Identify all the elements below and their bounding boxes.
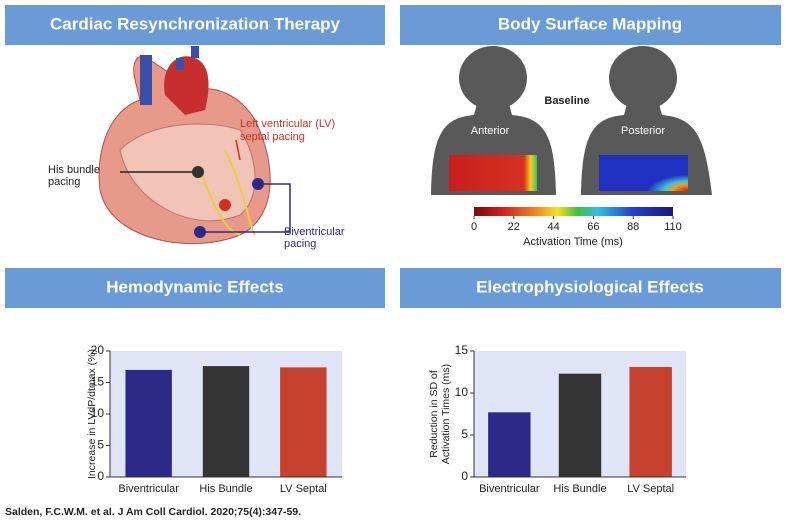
y-tick-label: 10 <box>455 385 469 399</box>
label: Baseline <box>544 95 589 107</box>
header-bar <box>5 5 385 45</box>
x-tick-label: LV Septal <box>280 483 327 495</box>
label: septal pacing <box>240 131 305 143</box>
y-tick-label: 20 <box>91 343 105 357</box>
x-tick-label: Biventricular <box>118 483 179 495</box>
colorbar-label: Activation Time (ms) <box>523 236 623 248</box>
leader <box>206 183 291 233</box>
header-title: Body Surface Mapping <box>498 14 682 33</box>
x-tick-label: His Bundle <box>553 483 606 495</box>
header-bar <box>400 5 781 45</box>
leader <box>235 139 241 161</box>
biv-lead <box>194 226 206 238</box>
head <box>459 46 527 110</box>
y-tick-label: 5 <box>461 427 468 441</box>
colorbar-tick-label: 0 <box>471 221 477 233</box>
bar <box>202 366 250 477</box>
label: pacing <box>48 176 80 188</box>
heatmap <box>449 155 537 191</box>
bar <box>125 369 172 477</box>
header-bar <box>400 268 781 308</box>
lv-lead <box>219 199 231 211</box>
y-tick-label: 15 <box>91 375 105 389</box>
heart: Left ventricular (LV) septal pacing His … <box>48 46 345 250</box>
colorbar-tick-label: 88 <box>627 221 639 233</box>
x-tick-label: LV Septal <box>627 483 674 495</box>
y-tick-label: 0 <box>461 469 468 483</box>
his-lead <box>192 166 204 178</box>
x-tick-label: Biventricular <box>479 483 540 495</box>
header-title: Hemodynamic Effects <box>106 277 284 296</box>
headers: Cardiac Resynchronization Therapy Body S… <box>5 5 781 308</box>
y-tick-label: 5 <box>97 438 104 452</box>
y-axis-label: Increase in LVdP/dtmax (%) <box>86 349 98 479</box>
colorbar-tick-label: 66 <box>587 221 599 233</box>
y-tick-label: 0 <box>97 469 104 483</box>
label: pacing <box>284 238 316 250</box>
label: His bundle <box>48 164 100 176</box>
y-axis-label: Reduction in SD of <box>428 370 440 458</box>
bar <box>558 373 602 477</box>
label: Left ventricular (LV) <box>240 118 335 130</box>
header-title: Electrophysiological Effects <box>476 277 704 296</box>
body-maps: Baseline Anterior Posterior Activation T… <box>431 46 712 248</box>
colorbar-tick-label: 44 <box>547 221 559 233</box>
citation: Salden, F.C.W.M. et al. J Am Coll Cardio… <box>5 506 301 518</box>
y-axis-label: Activation Times (ms) <box>440 364 452 464</box>
header-bar <box>5 268 385 308</box>
heatmap <box>599 155 688 191</box>
x-tick-label: His Bundle <box>199 483 252 495</box>
bar <box>629 366 672 477</box>
label: Anterior <box>471 125 510 137</box>
y-tick-label: 10 <box>91 406 105 420</box>
label: Biventricular <box>284 226 345 238</box>
aorta <box>164 56 209 115</box>
vena-cava <box>140 55 152 105</box>
vessels <box>176 46 199 70</box>
head <box>609 46 677 110</box>
bar <box>488 412 531 477</box>
label: Posterior <box>621 125 665 137</box>
colorbar <box>474 207 673 216</box>
bar <box>280 367 327 477</box>
y-tick-label: 15 <box>455 343 469 357</box>
colorbar-tick-label: 22 <box>508 221 520 233</box>
colorbar-tick-label: 110 <box>664 221 682 233</box>
biv-lead <box>252 178 264 190</box>
header-title: Cardiac Resynchronization Therapy <box>50 14 341 33</box>
